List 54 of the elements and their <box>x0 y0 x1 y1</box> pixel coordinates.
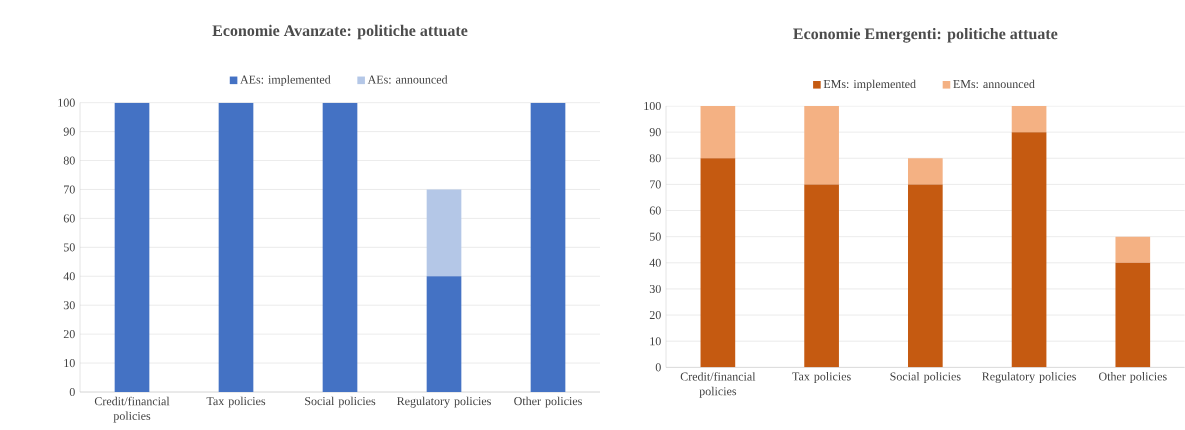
y-tick-label: 70 <box>64 185 75 194</box>
legend-label: EMs: announced <box>953 79 1035 89</box>
x-tick-label: Regulatory policies <box>982 372 1076 383</box>
y-tick-label: 50 <box>63 243 75 252</box>
x-tick-label: Other policies <box>1098 372 1167 383</box>
y-tick-label: 90 <box>649 128 661 137</box>
bar <box>426 276 462 392</box>
y-tick-label: 10 <box>650 337 661 346</box>
y-tick-label: 70 <box>650 180 661 189</box>
y-tick-label: 100 <box>644 101 661 111</box>
y-tick-label: 80 <box>649 154 661 163</box>
bar <box>1115 262 1151 368</box>
legend-label: EMs: implemented <box>823 79 916 91</box>
y-tick-label: 50 <box>649 232 661 241</box>
y-tick-label: 40 <box>649 258 661 267</box>
x-tick-label: Regulatory policies <box>397 396 491 408</box>
y-tick-label: 0 <box>69 387 75 397</box>
bar <box>218 102 254 392</box>
y-tick-label: 0 <box>655 363 661 372</box>
y-tick-label: 20 <box>649 311 661 320</box>
legend-label: AEs: implemented <box>240 75 331 87</box>
bar <box>1011 106 1047 133</box>
bar <box>114 102 150 392</box>
y-tick-label: 80 <box>63 156 75 165</box>
bar <box>530 102 566 392</box>
bar <box>322 102 358 392</box>
bar <box>804 184 839 368</box>
y-tick-label: 30 <box>63 301 75 310</box>
bar <box>804 106 839 185</box>
y-tick-label: 100 <box>58 98 75 107</box>
x-tick-label: Tax policies <box>206 396 266 408</box>
x-tick-label: Credit/financial policies <box>94 396 170 423</box>
bar <box>1011 132 1047 368</box>
x-tick-label: Social policies <box>890 372 961 383</box>
bar <box>908 184 943 368</box>
bar <box>700 158 736 368</box>
y-tick-label: 10 <box>64 359 75 368</box>
legend-label: AEs: announced <box>367 75 448 84</box>
x-tick-label: Social policies <box>305 396 376 408</box>
y-tick-label: 20 <box>63 330 75 339</box>
x-tick-label: Tax policies <box>792 372 851 383</box>
chart-title: Economie Avanzate: politiche attuate <box>212 24 468 40</box>
y-tick-label: 60 <box>649 206 661 215</box>
y-tick-label: 40 <box>63 272 75 281</box>
bar <box>1115 236 1151 263</box>
bar <box>426 189 462 277</box>
y-tick-label: 60 <box>63 214 75 223</box>
chart-title: Economie Emergenti: politiche attuate <box>793 27 1058 43</box>
bar <box>908 158 943 185</box>
y-tick-label: 90 <box>63 127 75 136</box>
x-tick-label: Credit/financial policies <box>680 372 756 398</box>
y-tick-label: 30 <box>649 284 661 293</box>
bar <box>700 106 736 159</box>
x-tick-label: Other policies <box>514 396 582 408</box>
